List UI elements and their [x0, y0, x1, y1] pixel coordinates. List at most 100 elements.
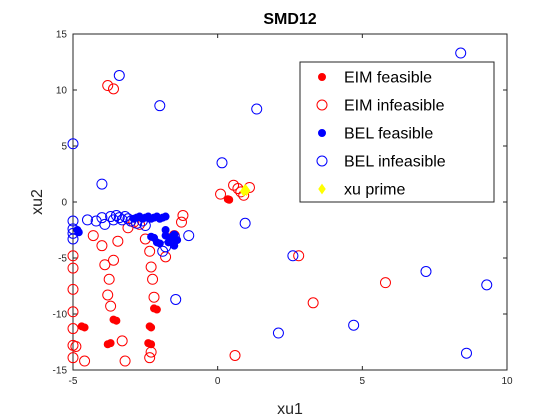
data-point: [96, 178, 108, 190]
data-point: [183, 230, 195, 242]
y-axis-label: xu2: [29, 189, 46, 215]
legend-marker: [318, 183, 326, 195]
legend: EIM feasible EIM infeasible BEL feasible BE…: [299, 61, 495, 203]
legend-entry-label: xu prime: [344, 182, 405, 199]
data-point: [170, 293, 182, 305]
data-point: [108, 83, 120, 95]
data-point: [420, 265, 432, 277]
data-point: [67, 283, 79, 295]
data-point: [161, 212, 170, 221]
data-point: [96, 240, 108, 252]
data-point: [145, 261, 157, 273]
series-xu-prime: [239, 183, 251, 197]
data-point: [148, 291, 160, 303]
legend-marker: [316, 99, 328, 111]
data-point: [67, 250, 79, 262]
data-point: [239, 185, 248, 197]
data-point: [87, 230, 99, 242]
data-point: [67, 262, 79, 274]
data-point: [154, 100, 166, 112]
data-point: [168, 231, 180, 243]
y-tick-label: 15: [56, 30, 68, 41]
chart-title: SMD12: [263, 11, 316, 28]
y-tick-label: 10: [56, 86, 68, 97]
legend-entry-label: EIM infeasible: [344, 98, 445, 115]
data-point: [113, 212, 125, 224]
x-tick-label: 0: [215, 376, 221, 387]
legend-entry-label: EIM feasible: [344, 70, 432, 87]
data-point: [455, 47, 467, 59]
data-point: [96, 212, 108, 224]
data-point: [177, 209, 189, 221]
series-eim-infeasible: [67, 80, 391, 367]
data-point: [116, 335, 128, 347]
data-point: [272, 327, 284, 339]
legend-entry-label: BEL feasible: [344, 126, 433, 143]
data-point: [379, 277, 391, 289]
data-point: [145, 346, 157, 358]
data-point: [102, 289, 114, 301]
legend-marker: [316, 155, 328, 167]
data-point: [144, 245, 156, 257]
data-point: [79, 355, 91, 367]
data-point: [216, 157, 228, 169]
data-point: [176, 216, 187, 228]
x-axis-label: xu1: [277, 401, 303, 418]
series-eim-feasible: [77, 195, 234, 349]
data-point: [147, 340, 156, 349]
data-point: [67, 215, 79, 227]
y-tick-label: -5: [58, 254, 67, 265]
data-point: [161, 226, 170, 234]
data-point: [113, 69, 125, 81]
data-point: [229, 349, 241, 361]
data-point: [67, 138, 79, 150]
data-point: [99, 218, 111, 230]
data-point: [287, 250, 299, 262]
axis-ticks: -5 0 5 10 15 10 5 0 -5 -10 -15: [53, 30, 513, 388]
data-point: [239, 217, 251, 229]
legend-marker: [318, 73, 326, 81]
data-point: [119, 355, 131, 367]
data-point: [125, 215, 137, 227]
data-point: [348, 319, 360, 331]
data-point: [460, 347, 472, 359]
data-point: [99, 259, 111, 271]
x-tick-label: 10: [501, 376, 513, 387]
y-tick-label: -10: [53, 310, 68, 321]
data-points: [67, 47, 493, 367]
data-point: [223, 195, 232, 204]
data-point: [67, 233, 79, 245]
data-point: [251, 103, 263, 115]
legend-box: [299, 61, 495, 203]
data-point: [67, 306, 79, 318]
data-point: [102, 80, 114, 92]
data-point: [170, 230, 179, 239]
data-point: [105, 211, 117, 223]
legend-marker: [318, 129, 326, 137]
data-point: [109, 315, 118, 324]
data-point: [122, 213, 134, 225]
data-point: [67, 227, 79, 239]
data-point: [122, 222, 134, 234]
data-point: [77, 322, 86, 331]
data-point: [103, 340, 112, 349]
data-point: [307, 297, 319, 309]
data-point: [147, 273, 159, 285]
data-point: [112, 235, 124, 247]
data-point: [144, 352, 156, 364]
data-point: [215, 188, 227, 200]
data-point: [70, 340, 82, 352]
data-point: [103, 273, 115, 285]
series-bel-infeasible: [67, 47, 493, 359]
data-point: [67, 352, 79, 364]
data-point: [67, 323, 79, 335]
y-tick-label: 0: [61, 198, 67, 209]
x-tick-label: -5: [69, 376, 78, 387]
data-point: [145, 322, 154, 331]
data-point: [108, 254, 120, 266]
y-tick-label: 5: [61, 142, 67, 153]
y-tick-label: -15: [53, 366, 68, 377]
data-point: [105, 300, 117, 312]
x-tick-label: 5: [360, 376, 366, 387]
data-point: [81, 214, 93, 226]
